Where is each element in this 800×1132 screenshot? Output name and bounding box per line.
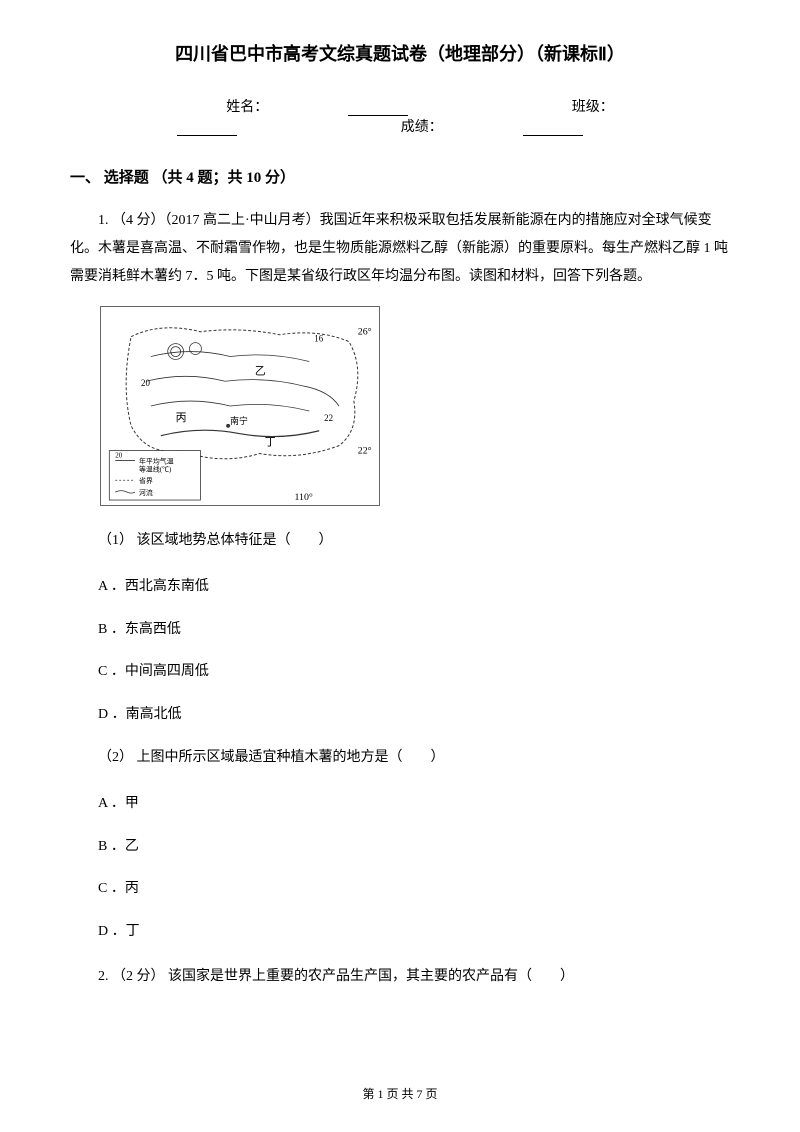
- option-1-2-d: D ．丁: [98, 917, 730, 948]
- option-1-2-c: C ．丙: [98, 874, 730, 905]
- option-1-2-a: A ．甲: [98, 789, 730, 820]
- map-label-bing: 丙: [176, 412, 187, 424]
- temp-label-20: 20: [141, 378, 150, 388]
- question-1-sub1: （1） 该区域地势总体特征是（ ）: [98, 526, 730, 557]
- svg-text:20: 20: [115, 452, 122, 459]
- student-info-row: 姓名： 班级： 成绩：: [70, 96, 730, 136]
- name-field: 姓名：: [186, 100, 448, 115]
- lat-26: 26°: [358, 327, 372, 338]
- option-1-1-d: D ．南高北低: [98, 700, 730, 731]
- lat-22: 22°: [358, 446, 372, 457]
- section-1-header: 一、 选择题 （共 4 题；共 10 分）: [70, 166, 730, 187]
- question-1-sub2: （2） 上图中所示区域最适宜种植木薯的地方是（ ）: [98, 743, 730, 774]
- option-1-2-b: B ．乙: [98, 832, 730, 863]
- question-2: 2. （2 分） 该国家是世界上重要的农产品生产国，其主要的农产品有（ ）: [70, 963, 730, 991]
- temp-label-16: 16: [314, 334, 323, 344]
- map-svg: 乙 丙 丁 南宁 20 22 16 26° 22° 106° 110° 20 年…: [101, 307, 379, 505]
- lon-110: 110°: [294, 492, 312, 503]
- legend-river: 河流: [139, 488, 153, 497]
- svg-text:等温线(℃): 等温线(℃): [139, 464, 171, 473]
- legend-boundary: 省界: [139, 476, 153, 485]
- temp-label-22: 22: [324, 413, 333, 423]
- option-1-1-a: A ．西北高东南低: [98, 572, 730, 603]
- question-2-text: 2. （2 分） 该国家是世界上重要的农产品生产国，其主要的农产品有（ ）: [70, 963, 730, 991]
- option-1-1-b: B ．东高西低: [98, 615, 730, 646]
- map-label-ding: 丁: [265, 437, 276, 449]
- map-label-yi: 乙: [255, 364, 266, 377]
- page-footer: 第 1 页 共 7 页: [0, 1085, 800, 1102]
- legend-temp: 年平均气温: [139, 456, 174, 465]
- score-field: 成绩：: [361, 120, 623, 135]
- map-city-nanning: 南宁: [230, 415, 248, 426]
- map-figure: 乙 丙 丁 南宁 20 22 16 26° 22° 106° 110° 20 年…: [100, 306, 380, 506]
- question-1-intro: 1. （4 分）（2017 高二上·中山月考）我国近年来积极采取包括发展新能源在…: [70, 207, 730, 291]
- exam-title: 四川省巴中市高考文综真题试卷（地理部分）（新课标Ⅱ）: [70, 40, 730, 66]
- question-1: 1. （4 分）（2017 高二上·中山月考）我国近年来积极采取包括发展新能源在…: [70, 207, 730, 948]
- option-1-1-c: C ．中间高四周低: [98, 657, 730, 688]
